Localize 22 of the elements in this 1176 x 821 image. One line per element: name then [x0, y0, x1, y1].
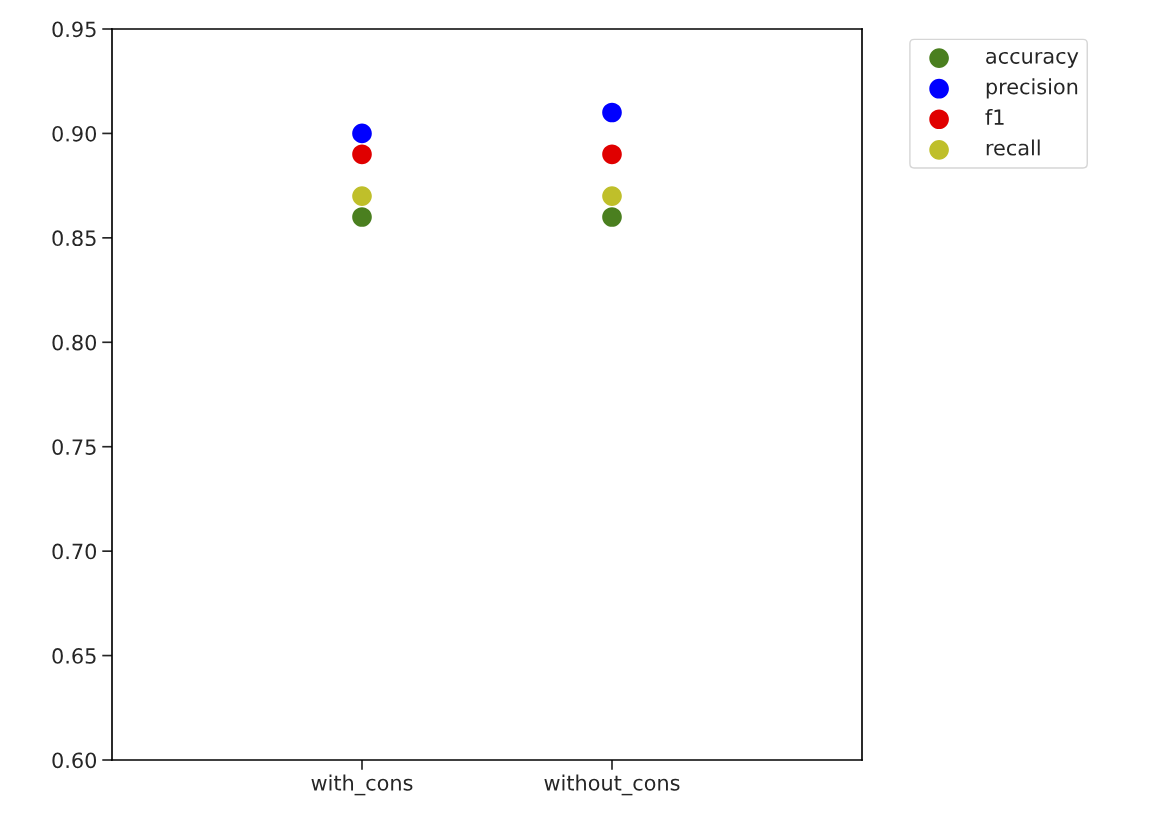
legend-label: precision	[986, 78, 1078, 99]
point	[602, 207, 622, 227]
point	[352, 207, 372, 227]
y-tick-label: 0.80	[52, 334, 97, 351]
y-tick-label: 0.85	[52, 230, 96, 247]
y-tick-label: 0.60	[52, 752, 97, 769]
x-tick-label: with_cons	[311, 774, 413, 796]
point	[602, 144, 622, 165]
point	[352, 186, 372, 206]
point	[602, 186, 622, 206]
point	[602, 102, 622, 123]
y-tick-label: 0.75	[52, 439, 96, 455]
y-tick-label: 0.90	[52, 125, 97, 142]
y-tick-label: 0.70	[52, 543, 97, 560]
y-tick-label: 0.95	[52, 21, 96, 38]
legend-label: accuracy	[986, 51, 1079, 68]
legend-label: f1	[985, 108, 1004, 125]
x-tick-label: without_cons	[544, 774, 680, 796]
legend-label: recall	[986, 139, 1040, 156]
point	[352, 144, 372, 165]
point	[352, 123, 372, 144]
y-tick-label: 0.65	[52, 648, 96, 664]
